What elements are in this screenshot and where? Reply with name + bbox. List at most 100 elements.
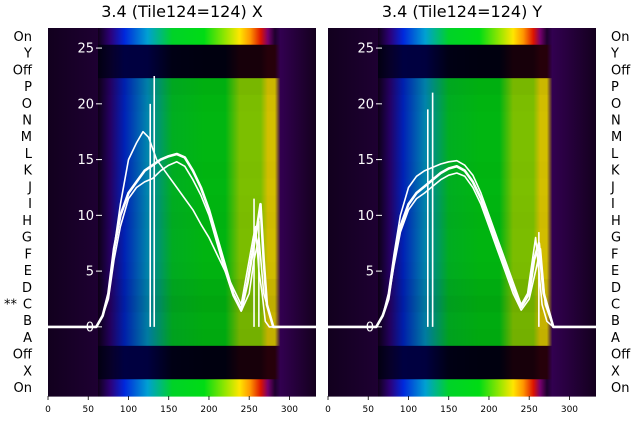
x-tick-label: 250 xyxy=(521,405,538,415)
x-tick-label: 150 xyxy=(160,405,177,415)
line-trace-3 xyxy=(48,161,316,328)
heatmap-row-j xyxy=(48,178,316,196)
row-label-left-off: Off xyxy=(13,348,33,363)
x-tick-200: 200 xyxy=(200,396,218,415)
x-tick-label: 150 xyxy=(440,405,457,415)
heatmap-row-h xyxy=(328,212,596,230)
x-tick-label: 200 xyxy=(480,405,497,415)
heatmap-row-j xyxy=(328,178,596,196)
heatmap-row-c xyxy=(328,295,596,313)
heatmap-row-h xyxy=(48,212,316,230)
row-label-right-j: J xyxy=(610,180,615,195)
y-tick-label: 5 xyxy=(366,265,374,280)
row-label-left-b: B xyxy=(23,314,32,329)
y-tick-10: 10 xyxy=(77,209,102,224)
line-trace-3 xyxy=(328,172,596,328)
y-tick-0: 0 xyxy=(366,320,382,335)
heatmap-row-o xyxy=(328,94,596,113)
heatmap-row-off xyxy=(48,61,316,79)
y-tick-label: 10 xyxy=(77,209,94,224)
panel-title: 3.4 (Tile124=124) X xyxy=(101,2,263,21)
x-tick-250: 250 xyxy=(521,396,538,415)
line-trace-2 xyxy=(328,165,596,329)
y-tick-label: 15 xyxy=(77,153,94,168)
heatmap-row-p xyxy=(328,78,596,96)
row-label-right-f: F xyxy=(611,247,618,262)
heatmap-row-n xyxy=(328,111,596,129)
row-marker: ** xyxy=(4,298,18,313)
row-label-left-j: J xyxy=(27,180,32,195)
row-label-left-c: C xyxy=(23,298,32,313)
x-tick-label: 50 xyxy=(363,405,375,415)
row-label-left-h: H xyxy=(22,214,32,229)
y-tick-25: 25 xyxy=(77,42,102,57)
x-tick-label: 100 xyxy=(120,405,137,415)
heatmap-row-d xyxy=(328,278,596,297)
row-label-left-f: F xyxy=(25,247,32,262)
heatmap-row-i xyxy=(328,195,596,213)
y-tick-label: 10 xyxy=(357,209,374,224)
y-tick-5: 5 xyxy=(86,265,102,280)
row-label-left-l: L xyxy=(25,147,33,162)
row-label-right-c: C xyxy=(611,298,620,313)
heatmap-row-b xyxy=(328,312,596,330)
x-tick-100: 100 xyxy=(400,396,417,415)
y-tick-label: 15 xyxy=(357,153,374,168)
heatmap-row-on xyxy=(328,379,596,397)
y-tick-0: 0 xyxy=(86,320,102,335)
row-label-left-x: X xyxy=(23,364,32,379)
row-label-right-b: B xyxy=(611,314,620,329)
heatmap-row-g xyxy=(328,228,596,247)
heatmap-row-g xyxy=(48,228,316,247)
row-label-left-i: I xyxy=(28,197,32,212)
heatmap-row-e xyxy=(328,262,596,280)
row-label-right-off: Off xyxy=(611,348,631,363)
x-tick-0: 0 xyxy=(325,396,331,415)
y-tick-label: 20 xyxy=(357,97,374,112)
heatmap-row-x xyxy=(48,362,316,380)
heatmap-row-on xyxy=(48,379,316,397)
heatmap-row-off xyxy=(328,345,596,364)
heatmap-row-y xyxy=(48,44,316,63)
heatmap-row-f xyxy=(48,245,316,263)
row-label-right-a: A xyxy=(611,331,620,346)
x-tick-150: 150 xyxy=(440,396,458,415)
row-label-right-off: Off xyxy=(611,63,631,78)
y-tick-15: 15 xyxy=(357,153,382,168)
y-tick-20: 20 xyxy=(77,97,102,112)
x-tick-150: 150 xyxy=(160,396,178,415)
heatmap-row-k xyxy=(48,161,316,180)
row-label-left-k: K xyxy=(23,164,32,179)
row-label-right-g: G xyxy=(611,231,621,246)
x-tick-50: 50 xyxy=(363,396,375,415)
heatmap-row-n xyxy=(48,111,316,129)
row-label-right-n: N xyxy=(611,114,621,129)
row-label-right-k: K xyxy=(611,164,620,179)
row-label-right-e: E xyxy=(611,264,619,279)
x-tick-label: 200 xyxy=(200,405,217,415)
row-label-left-g: G xyxy=(22,231,32,246)
row-label-left-o: O xyxy=(22,97,32,112)
heatmap-row-d xyxy=(48,278,316,297)
row-label-left-n: N xyxy=(22,114,32,129)
y-tick-label: 5 xyxy=(86,265,94,280)
row-label-right-h: H xyxy=(611,214,621,229)
x-tick-300: 300 xyxy=(561,396,578,415)
y-tick-10: 10 xyxy=(357,209,382,224)
y-tick-label: 25 xyxy=(77,42,94,57)
heatmap-row-x xyxy=(328,362,596,380)
row-label-left-d: D xyxy=(22,281,32,296)
x-tick-label: 0 xyxy=(45,405,51,415)
row-label-left-y: Y xyxy=(23,47,32,62)
x-tick-label: 0 xyxy=(325,405,331,415)
heatmap-row-off xyxy=(328,61,596,79)
row-label-left-m: M xyxy=(21,130,32,145)
row-label-right-i: I xyxy=(611,197,615,212)
row-label-left-off: Off xyxy=(13,63,33,78)
y-tick-label: 0 xyxy=(86,320,94,335)
y-tick-label: 20 xyxy=(77,97,94,112)
row-label-right-o: O xyxy=(611,97,621,112)
